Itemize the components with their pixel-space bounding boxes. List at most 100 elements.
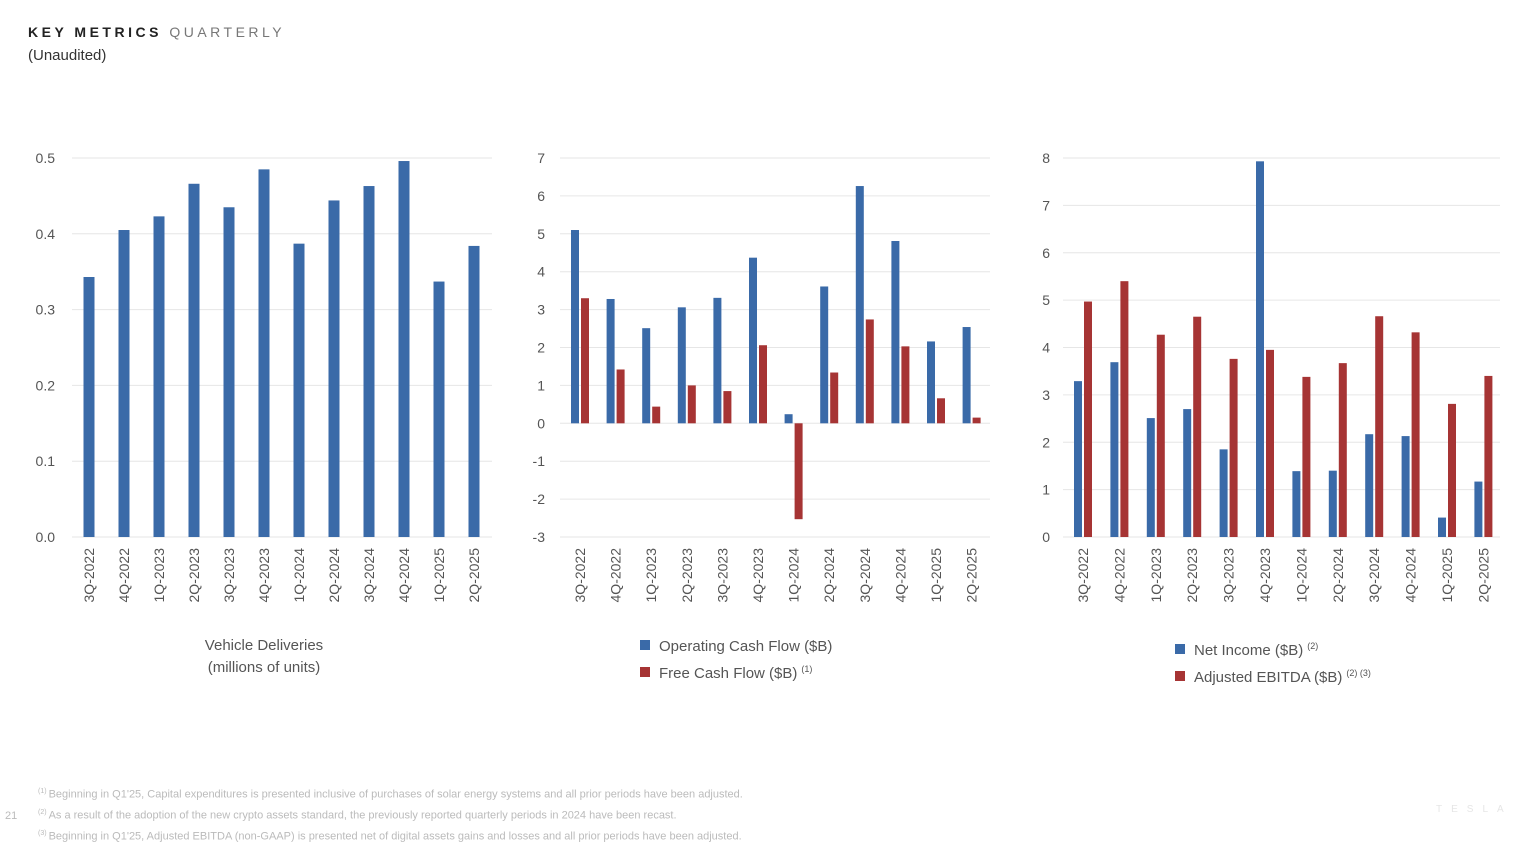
x-tick-label: 2Q-2025 (466, 548, 482, 603)
footnote: (2) As a result of the adoption of the ne… (38, 804, 743, 825)
bar-blue (1146, 418, 1155, 537)
bar-blue (1219, 449, 1228, 537)
y-tick-label: 0.2 (36, 377, 56, 393)
legend-item-fcf: Free Cash Flow ($B) (1) (640, 658, 832, 685)
x-tick-label: 2Q-2024 (326, 548, 342, 603)
footnote-mark: (1) (38, 788, 47, 795)
x-tick-label: 2Q-2025 (964, 548, 980, 603)
bar-red (1302, 376, 1311, 537)
bar-blue (398, 161, 410, 538)
bar-blue (328, 200, 340, 537)
y-tick-label: 0.3 (36, 302, 56, 318)
bar-red (830, 372, 839, 424)
bar-red (972, 417, 981, 424)
page-title: KEY METRICS QUARTERLY (28, 24, 285, 40)
bar-blue (1474, 481, 1483, 537)
legend-item-ocf: Operating Cash Flow ($B) (640, 635, 832, 658)
bar-blue (891, 241, 900, 424)
bar-blue (820, 286, 829, 424)
bar-blue (468, 245, 480, 538)
bar-blue (1292, 471, 1301, 537)
x-tick-label: 1Q-2024 (1293, 548, 1309, 603)
bar-blue (363, 186, 375, 537)
x-tick-label: 4Q-2022 (608, 548, 624, 603)
legend-item-ebitda: Adjusted EBITDA ($B) (2) (3) (1175, 662, 1371, 689)
x-tick-label: 3Q-2024 (1366, 548, 1382, 603)
y-tick-label: 4 (1042, 340, 1050, 356)
bar-red (937, 398, 945, 424)
footnotes: (1) Beginning in Q1'25, Capital expenditu… (38, 783, 743, 846)
y-tick-label: 3 (537, 302, 545, 318)
bar-blue (83, 277, 95, 537)
y-tick-label: 7 (1042, 197, 1050, 213)
chart1-caption: Vehicle Deliveries (millions of units) (164, 635, 364, 679)
caption-line-2: (millions of units) (207, 659, 321, 676)
bar-red (1338, 363, 1347, 537)
x-tick-label: 4Q-2023 (256, 548, 272, 603)
chart-3: 0 1 2 3 4 5 6 7 8 3Q-2022 4Q-2022 1Q-2023 2Q-2023 3Q-… (1042, 150, 1500, 602)
bar-blue (293, 243, 305, 538)
x-tick-label: 4Q-2024 (396, 548, 412, 603)
legend-label: Operating Cash Flow ($B) (659, 638, 833, 655)
bar-red (687, 385, 696, 424)
bar-red (865, 319, 874, 424)
bar-red (1193, 316, 1202, 537)
y-tick-label: 0.4 (36, 226, 56, 242)
legend-swatch (1175, 644, 1185, 654)
bar-blue (118, 230, 130, 537)
bar-red (1156, 334, 1165, 537)
bar-red (759, 345, 767, 424)
y-tick-label: -2 (533, 491, 546, 507)
bar-red (1084, 301, 1092, 537)
y-tick-label: -1 (533, 453, 546, 469)
bar-blue (1256, 161, 1264, 537)
x-tick-label: 1Q-2023 (1148, 548, 1164, 603)
caption-line-1: Vehicle Deliveries (204, 637, 324, 654)
bar-red (1448, 403, 1456, 537)
x-tick-label: 2Q-2023 (186, 548, 202, 603)
y-tick-label: 6 (537, 188, 545, 204)
bar-blue (1074, 381, 1082, 537)
x-tick-label: 1Q-2023 (643, 548, 659, 603)
y-tick-label: 0.5 (36, 150, 56, 166)
x-tick-label: 1Q-2025 (928, 548, 944, 603)
bar-red (794, 423, 803, 520)
x-tick-label: 4Q-2023 (1257, 548, 1273, 603)
title-bold: KEY METRICS (28, 24, 162, 40)
footnote: (1) Beginning in Q1'25, Capital expenditu… (38, 783, 743, 804)
bar-red (1266, 349, 1274, 537)
x-tick-label: 4Q-2024 (892, 548, 908, 603)
bar-blue (677, 307, 686, 424)
footnote-text: As a result of the adoption of the new c… (48, 809, 677, 822)
bar-blue (606, 298, 615, 424)
legend-item-net-income: Net Income ($B) (2) (1175, 635, 1371, 662)
y-tick-label: 1 (1042, 482, 1050, 498)
x-tick-label: 3Q-2024 (857, 548, 873, 603)
bar-blue (188, 183, 200, 537)
bar-blue (855, 186, 864, 424)
x-tick-label: 3Q-2024 (361, 548, 377, 603)
tesla-logo: TESLA (1436, 804, 1513, 815)
bar-red (616, 369, 625, 424)
legend-swatch (1175, 671, 1185, 681)
bar-red (581, 298, 589, 424)
y-tick-label: 2 (537, 340, 545, 356)
page-subtitle: (Unaudited) (28, 47, 107, 64)
x-tick-label: 4Q-2022 (116, 548, 132, 603)
bar-blue (1438, 517, 1446, 537)
x-tick-label: 2Q-2024 (1330, 548, 1346, 603)
y-tick-label: 2 (1042, 434, 1050, 450)
bar-blue (223, 207, 235, 537)
x-tick-label: 2Q-2025 (1475, 548, 1491, 603)
x-tick-label: 4Q-2024 (1403, 548, 1419, 603)
bar-blue (1328, 470, 1337, 537)
bar-blue (713, 297, 722, 424)
bar-blue (258, 169, 270, 537)
bar-red (652, 406, 661, 424)
legend-note: (2) (3) (1346, 668, 1371, 678)
chart-2: -3 -2 -1 0 1 2 3 4 5 6 7 3Q-2022 4Q-2022 1Q-2023 2Q-20… (533, 150, 990, 602)
page-number: 21 (5, 810, 18, 822)
bar-red (1375, 316, 1384, 537)
chart3-legend: Net Income ($B) (2) Adjusted EBITDA ($B)(… (1175, 635, 1371, 689)
legend-swatch (640, 667, 650, 677)
